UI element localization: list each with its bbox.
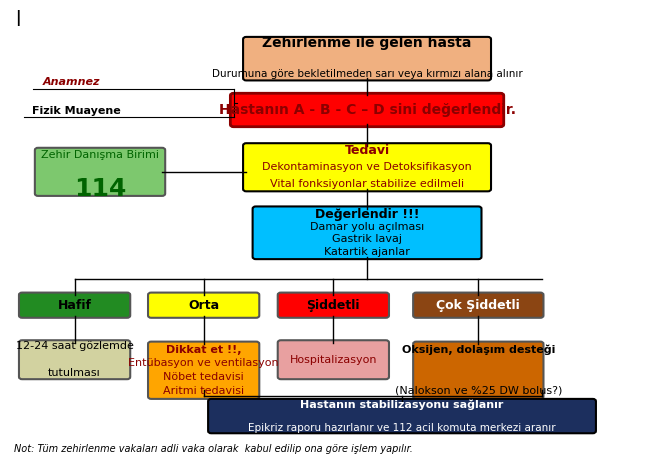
Text: Hastanın stabilizasyonu sağlanır: Hastanın stabilizasyonu sağlanır <box>301 399 504 410</box>
FancyBboxPatch shape <box>148 293 259 318</box>
FancyBboxPatch shape <box>243 143 491 191</box>
FancyBboxPatch shape <box>413 342 544 399</box>
Text: Aritmi tedavisi: Aritmi tedavisi <box>163 386 244 396</box>
FancyBboxPatch shape <box>230 93 504 127</box>
Text: Anamnez: Anamnez <box>43 77 101 87</box>
Text: Not: Tüm zehirlenme vakaları adli vaka olarak  kabul edilip ona göre işlem yapıl: Not: Tüm zehirlenme vakaları adli vaka o… <box>14 444 413 454</box>
Text: Hastanın A - B - C – D sini değerlendir.: Hastanın A - B - C – D sini değerlendir. <box>219 103 515 117</box>
Text: Dekontaminasyon ve Detoksifikasyon: Dekontaminasyon ve Detoksifikasyon <box>262 162 472 172</box>
Text: Hafif: Hafif <box>57 299 92 312</box>
Text: Fizik Muayene: Fizik Muayene <box>32 106 121 116</box>
Text: Orta: Orta <box>188 299 219 312</box>
Text: Katartik ajanlar: Katartik ajanlar <box>324 247 410 257</box>
Text: Dikkat et !!,: Dikkat et !!, <box>166 345 241 355</box>
FancyBboxPatch shape <box>19 340 130 379</box>
FancyBboxPatch shape <box>278 340 389 379</box>
FancyBboxPatch shape <box>148 342 259 399</box>
Text: Çok Şiddetli: Çok Şiddetli <box>437 299 520 312</box>
Text: tutulması: tutulması <box>48 368 101 378</box>
Text: 114: 114 <box>74 177 126 201</box>
Text: Değerlendir !!!: Değerlendir !!! <box>315 207 419 220</box>
FancyBboxPatch shape <box>19 293 130 318</box>
Text: Oksijen, dolaşım desteği: Oksijen, dolaşım desteği <box>402 344 555 355</box>
Text: Durumuna göre bekletilmeden sarı veya kırmızı alana alınır: Durumuna göre bekletilmeden sarı veya kı… <box>212 69 522 79</box>
Text: Vital fonksiyonlar stabilize edilmeli: Vital fonksiyonlar stabilize edilmeli <box>270 179 464 189</box>
Text: Nöbet tedavisi: Nöbet tedavisi <box>163 372 244 382</box>
Text: (Nalokson ve %25 DW bolus?): (Nalokson ve %25 DW bolus?) <box>395 386 562 396</box>
Text: Epikriz raporu hazırlanır ve 112 acil komuta merkezi aranır: Epikriz raporu hazırlanır ve 112 acil ko… <box>248 423 556 433</box>
FancyBboxPatch shape <box>253 207 481 259</box>
Text: Zehirlenme ile gelen hasta: Zehirlenme ile gelen hasta <box>263 36 471 50</box>
Text: Zehir Danışma Birimi: Zehir Danışma Birimi <box>41 150 159 160</box>
Text: |: | <box>15 10 21 26</box>
Text: Damar yolu açılması: Damar yolu açılması <box>310 222 424 231</box>
Text: Şiddetli: Şiddetli <box>306 299 360 312</box>
Text: Tedavi: Tedavi <box>344 144 390 157</box>
FancyBboxPatch shape <box>35 148 165 196</box>
FancyBboxPatch shape <box>243 37 491 80</box>
Text: Entübasyon ve ventilasyon: Entübasyon ve ventilasyon <box>128 358 279 368</box>
Text: Hospitalizasyon: Hospitalizasyon <box>290 355 377 365</box>
Text: 12-24 saat gözlemde: 12-24 saat gözlemde <box>15 341 134 351</box>
Text: Gastrik lavaj: Gastrik lavaj <box>332 234 402 244</box>
FancyBboxPatch shape <box>278 293 389 318</box>
FancyBboxPatch shape <box>208 399 596 433</box>
FancyBboxPatch shape <box>413 293 544 318</box>
